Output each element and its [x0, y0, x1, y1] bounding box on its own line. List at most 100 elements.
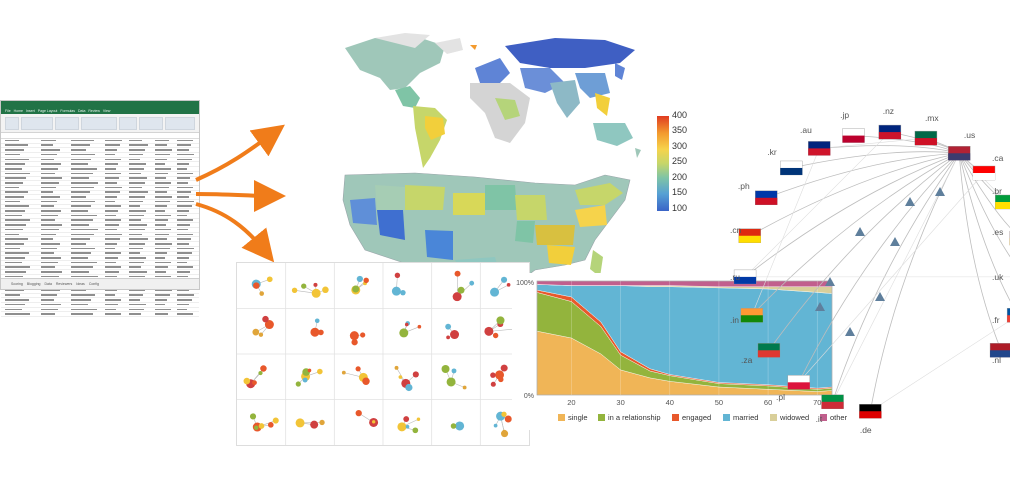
network-node: [252, 380, 257, 386]
edge-arrowhead: [845, 327, 855, 336]
network-node: [500, 364, 508, 372]
network-node: [416, 417, 421, 421]
spreadsheet-row[interactable]: [1, 172, 199, 177]
sheet-tab[interactable]: Data: [44, 282, 52, 286]
spreadsheet-row[interactable]: [1, 270, 199, 275]
spreadsheet-row[interactable]: [1, 294, 199, 299]
flag-label: .ca: [992, 152, 1004, 163]
sheet-tab[interactable]: Scoring: [11, 282, 23, 286]
flag-stripe: [842, 135, 865, 143]
legend-engaged: engaged: [672, 413, 711, 422]
spreadsheet-row[interactable]: [1, 186, 199, 191]
ribbon-tab[interactable]: Page Layout: [37, 109, 58, 113]
spreadsheet-row[interactable]: [1, 261, 199, 266]
spreadsheet-row[interactable]: [1, 252, 199, 257]
flag-au-icon: [808, 141, 831, 156]
spreadsheet-row[interactable]: [1, 242, 199, 247]
legend-in-a-relationship: in a relationship: [598, 413, 661, 422]
color-scale-bar: [657, 116, 669, 211]
network-node: [360, 332, 366, 338]
spreadsheet-row[interactable]: [1, 237, 199, 243]
spreadsheet-row[interactable]: [1, 266, 199, 271]
spreadsheet-row[interactable]: [1, 144, 199, 149]
sheet-tab[interactable]: Blogging: [26, 282, 41, 286]
spreadsheet-row[interactable]: [1, 214, 199, 219]
edge-arrowhead: [815, 302, 825, 311]
network-node: [253, 282, 260, 289]
x-tick-label: 20: [567, 398, 575, 407]
flag-stripe: [990, 350, 1010, 358]
x-tick-label: 30: [616, 398, 624, 407]
formula-bar[interactable]: [1, 133, 199, 139]
ribbon-tab[interactable]: Formulas: [60, 109, 75, 113]
spreadsheet-row[interactable]: [1, 228, 199, 233]
edge-arrowhead: [905, 197, 915, 206]
ribbon-tab[interactable]: Insert: [25, 109, 35, 113]
network-node: [351, 339, 358, 346]
network-node: [490, 381, 496, 387]
network-node: [452, 292, 462, 302]
ribbon-tab[interactable]: File: [5, 109, 11, 113]
legend-widowed: widowed: [770, 413, 809, 422]
spreadsheet-row[interactable]: [1, 303, 199, 308]
flag-fr-icon: [1006, 308, 1010, 323]
spreadsheet-row[interactable]: [1, 162, 199, 168]
flag-label: .it: [815, 414, 823, 425]
network-node: [363, 277, 369, 284]
flag-stripe: [740, 315, 763, 323]
spreadsheet-row[interactable]: [1, 209, 199, 214]
spreadsheet-row[interactable]: [1, 308, 199, 313]
arrow-to-world-map: [195, 124, 285, 182]
spreadsheet-row[interactable]: [1, 153, 199, 158]
ribbon-tab[interactable]: Review: [88, 109, 100, 113]
spreadsheet-row[interactable]: [1, 177, 199, 182]
network-node: [272, 417, 279, 424]
network-node: [352, 285, 360, 293]
network-node: [264, 320, 274, 330]
arrow-to-us-map: [195, 179, 286, 212]
spreadsheet-row[interactable]: [1, 158, 199, 163]
flag-stripe: [914, 138, 937, 146]
network-node: [252, 328, 260, 336]
spreadsheet-row[interactable]: [1, 256, 199, 261]
ribbon-tab[interactable]: Home: [13, 109, 23, 113]
spreadsheet-row[interactable]: [1, 205, 199, 210]
sheet-tab[interactable]: Reviewers: [55, 282, 73, 286]
network-node: [394, 272, 401, 278]
spreadsheet-row[interactable]: [1, 312, 199, 318]
spreadsheet-row[interactable]: [1, 148, 199, 154]
sheet-tab[interactable]: Config: [88, 282, 99, 286]
spreadsheet-row[interactable]: [1, 181, 199, 186]
sheet-tab[interactable]: Ideas: [76, 282, 85, 286]
orange-arrows: [195, 124, 286, 263]
network-node: [469, 280, 475, 286]
spreadsheet-row[interactable]: [1, 200, 199, 205]
spreadsheet-row[interactable]: [1, 247, 199, 252]
ribbon-tab[interactable]: Data: [78, 109, 86, 113]
network-node: [301, 283, 307, 289]
flag-in-icon: [740, 308, 764, 323]
flag-edge: [869, 153, 960, 412]
flag-label: .es: [992, 227, 1004, 238]
spreadsheet-row[interactable]: [1, 139, 199, 144]
network-node: [405, 383, 413, 392]
flag-stripe: [821, 401, 844, 409]
ribbon-tab[interactable]: View: [102, 109, 111, 113]
network-node: [446, 377, 456, 387]
network-node: [462, 385, 467, 390]
spreadsheet-row[interactable]: [1, 219, 199, 224]
flag-jp-icon: [842, 128, 865, 143]
spreadsheet-row[interactable]: [1, 298, 199, 304]
spreadsheet-row[interactable]: [1, 195, 199, 200]
spreadsheet-row[interactable]: [1, 167, 199, 172]
network-node: [254, 425, 259, 430]
spreadsheet-row[interactable]: [1, 191, 199, 196]
spreadsheet-row[interactable]: [1, 233, 199, 238]
flag-edge: [870, 320, 1010, 412]
spreadsheet-row[interactable]: [1, 223, 199, 229]
network-node: [500, 276, 508, 283]
spreadsheet-grid[interactable]: [1, 139, 199, 318]
flag-stripe: [878, 132, 901, 140]
network-node: [310, 327, 320, 337]
spreadsheet-row[interactable]: [1, 289, 199, 294]
